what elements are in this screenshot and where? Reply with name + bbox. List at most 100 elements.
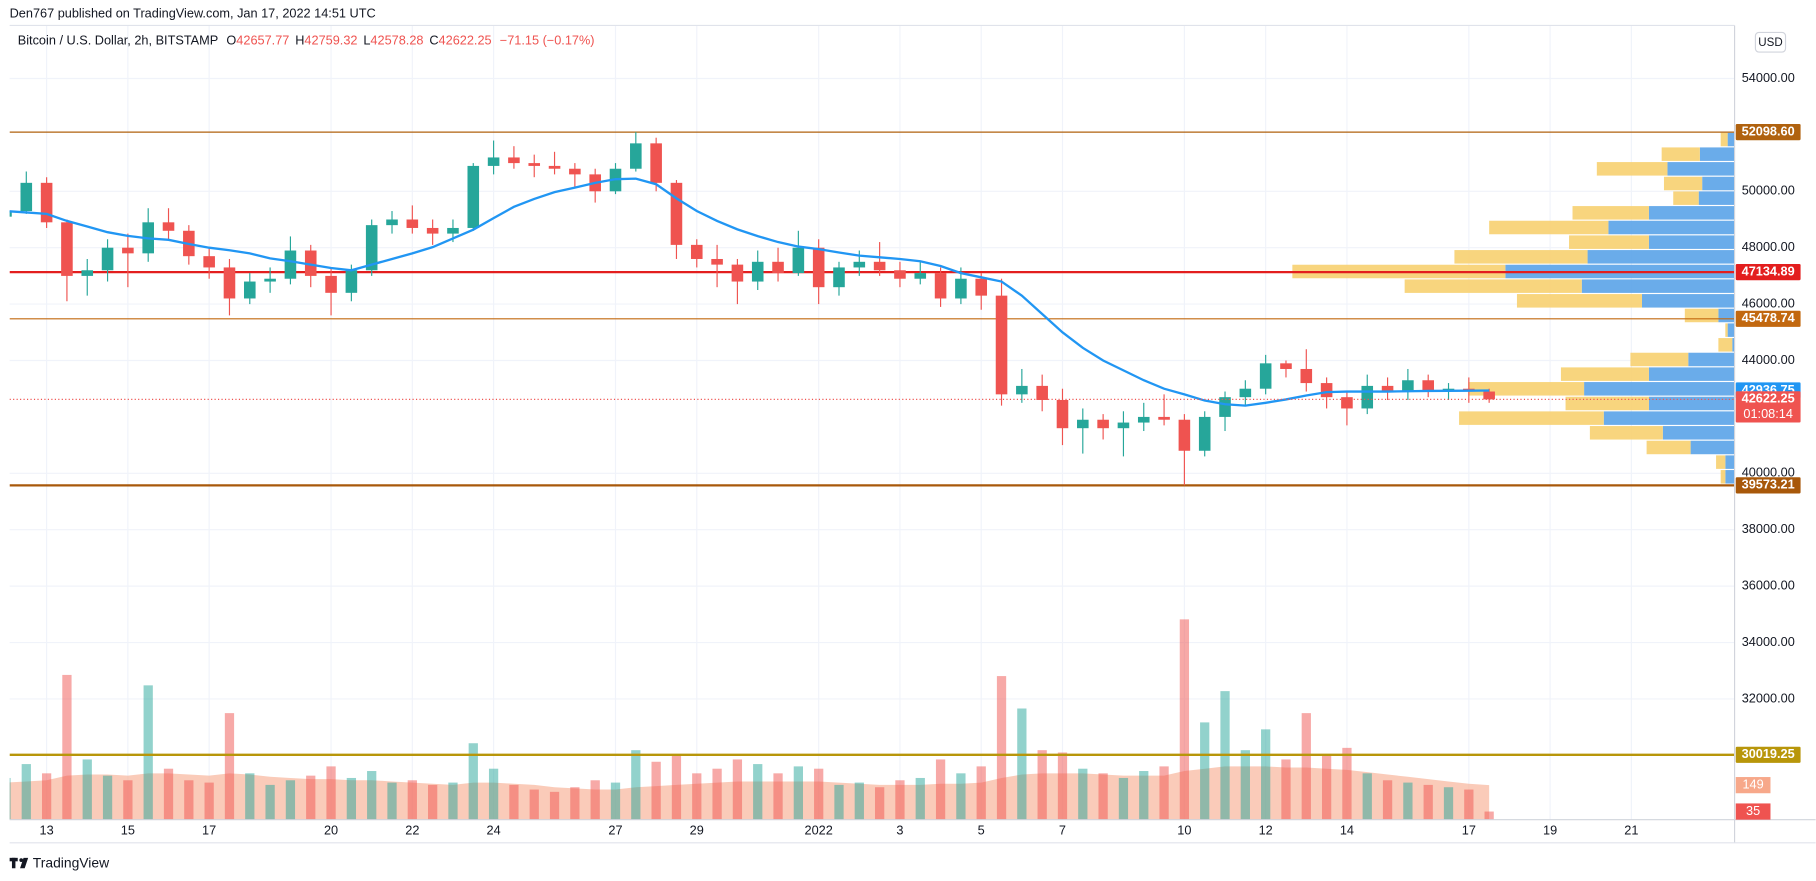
candle-body (467, 165, 480, 228)
volume-bar (21, 764, 31, 820)
volume-bar (1179, 619, 1190, 820)
symbol-title: Bitcoin / U.S. Dollar, 2h, BITSTAMP (18, 33, 219, 48)
volume-bar (1484, 811, 1494, 820)
volume-bar (854, 782, 864, 820)
candle-body (975, 278, 988, 296)
profile-up (1702, 176, 1735, 191)
profile-up (1641, 294, 1735, 308)
volume-bar (1301, 713, 1311, 820)
profile-down (1720, 132, 1728, 147)
volume-bar (773, 773, 783, 820)
y-tick-label: 32000.00 (1742, 690, 1795, 705)
candle-body (894, 270, 906, 279)
volume-bar (1098, 773, 1108, 820)
candle-body (1300, 368, 1313, 384)
candle-body (1137, 416, 1150, 423)
level-label-bg (1735, 310, 1801, 327)
moving-average (9, 177, 1490, 407)
volume-bar (956, 773, 966, 820)
profile-down (1560, 367, 1649, 381)
volume-bar (976, 766, 986, 820)
volume-bar (1261, 729, 1271, 820)
profile-down (1684, 308, 1719, 323)
volume-bar (143, 685, 153, 820)
candle-body (365, 225, 378, 271)
candle-body (1198, 416, 1211, 451)
y-tick-label: 54000.00 (1742, 70, 1795, 85)
candle-body (1361, 385, 1374, 409)
volume-bar (753, 764, 763, 820)
current-price-label-bg (1735, 391, 1801, 423)
candle-body (548, 165, 561, 169)
volume-bar (1200, 722, 1210, 820)
volume-bar (245, 773, 255, 820)
candle-body (934, 273, 947, 299)
profile-up (1698, 191, 1735, 205)
profile-up (1727, 323, 1735, 337)
volume-bar (610, 782, 621, 820)
x-tick-label: 14 (1340, 823, 1354, 838)
profile-up (1688, 352, 1735, 367)
x-tick-label: 3 (896, 823, 903, 838)
level-label: 45478.74 (1742, 310, 1795, 325)
x-tick-label: 29 (690, 823, 704, 838)
candle-body (833, 267, 845, 288)
profile-up (1725, 470, 1735, 484)
candle-body (1056, 399, 1069, 429)
candle-body (1016, 385, 1028, 395)
profile-up (1648, 235, 1735, 249)
volume-bar (1057, 752, 1068, 820)
level-label-bg (1735, 124, 1801, 141)
candle-body (690, 244, 703, 259)
legend-label: O (226, 33, 236, 48)
volume-bar (62, 674, 72, 820)
volume-bar (285, 780, 296, 820)
volume-bar (1118, 777, 1129, 820)
volume-bar (306, 775, 316, 820)
volume-bar (631, 750, 641, 820)
x-tick-label: 5 (978, 823, 985, 838)
candle-body (1036, 385, 1048, 400)
candle-body (528, 163, 541, 166)
candle-body (304, 250, 317, 276)
volume-bar (509, 784, 519, 820)
volume-bar (224, 713, 235, 820)
profile-down (1646, 440, 1691, 455)
profile-down (1720, 470, 1726, 484)
legend-high: 42759.32 (304, 33, 357, 48)
plot-area (9, 131, 1735, 820)
level-label: 30019.25 (1742, 746, 1795, 761)
x-tick-label: 24 (487, 823, 501, 838)
logo-mark (20, 857, 29, 869)
profile-down (1454, 250, 1588, 264)
profile-up (1690, 440, 1735, 455)
profile-down (1459, 411, 1604, 425)
volume-bar (488, 768, 499, 820)
volume-ma-label-bg (1735, 777, 1771, 794)
volume-bar (1017, 708, 1027, 820)
volume-bar (996, 676, 1007, 820)
x-tick-label: 10 (1177, 823, 1191, 838)
x-tick-label: 27 (608, 823, 622, 838)
profile-down (1589, 426, 1663, 440)
x-tick-label: 21 (1624, 823, 1638, 838)
volume-bar (1464, 789, 1474, 820)
candle-body (670, 182, 683, 245)
legend-change: −71.15 (−0.17%) (500, 33, 595, 48)
candle-body (569, 168, 581, 175)
candle-body (1402, 380, 1414, 392)
volume-bar (448, 782, 458, 820)
y-tick-label: 34000.00 (1742, 634, 1795, 649)
profile-down (1565, 396, 1649, 411)
profile-up (1662, 426, 1735, 440)
volume-bar (874, 787, 885, 820)
profile-down (1516, 294, 1642, 308)
legend-open: 42657.77 (236, 33, 289, 48)
currency-button[interactable] (1754, 31, 1787, 53)
candle-body (386, 219, 398, 226)
countdown-label: 01:08:14 (1743, 406, 1793, 421)
currency-label[interactable]: USD (1758, 37, 1782, 49)
candle-body (345, 270, 358, 293)
profile-up (1732, 338, 1735, 352)
